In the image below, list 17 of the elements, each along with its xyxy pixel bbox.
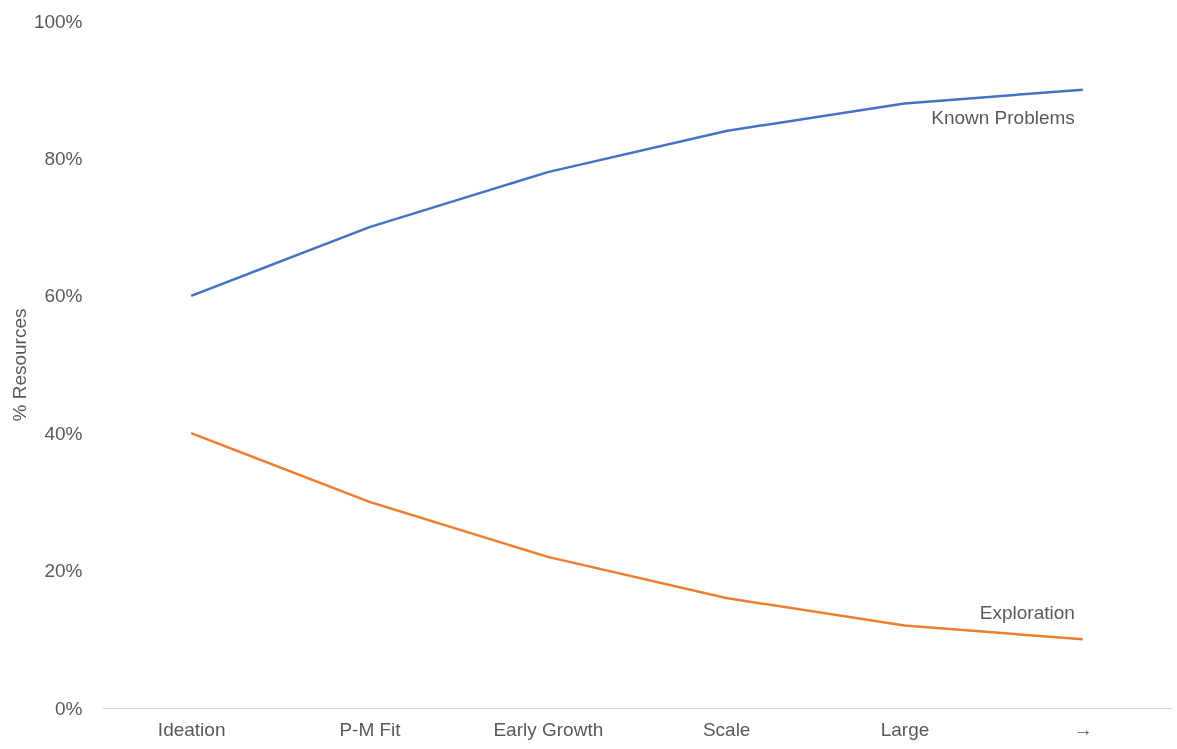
y-tick-label: 40% <box>44 422 83 444</box>
x-tick-label: Ideation <box>157 718 226 740</box>
y-tick-label: 20% <box>44 560 83 582</box>
x-tick-label: Scale <box>702 718 751 740</box>
y-tick-label: 80% <box>44 147 83 169</box>
line-series <box>189 431 1085 641</box>
y-tick-label: 60% <box>44 285 83 307</box>
y-tick-label: 0% <box>55 697 83 719</box>
y-axis-title: % Resources <box>8 308 30 422</box>
y-tick-label: 100% <box>33 10 83 32</box>
x-tick-label: Early Growth <box>493 718 604 740</box>
x-tick-label: P-M Fit <box>339 718 402 740</box>
series-label: Exploration <box>979 602 1075 624</box>
x-tick-label: → <box>1073 718 1093 740</box>
x-tick-label: Large <box>880 718 930 740</box>
line-series <box>189 88 1085 298</box>
series-label: Known Problems <box>931 106 1075 128</box>
